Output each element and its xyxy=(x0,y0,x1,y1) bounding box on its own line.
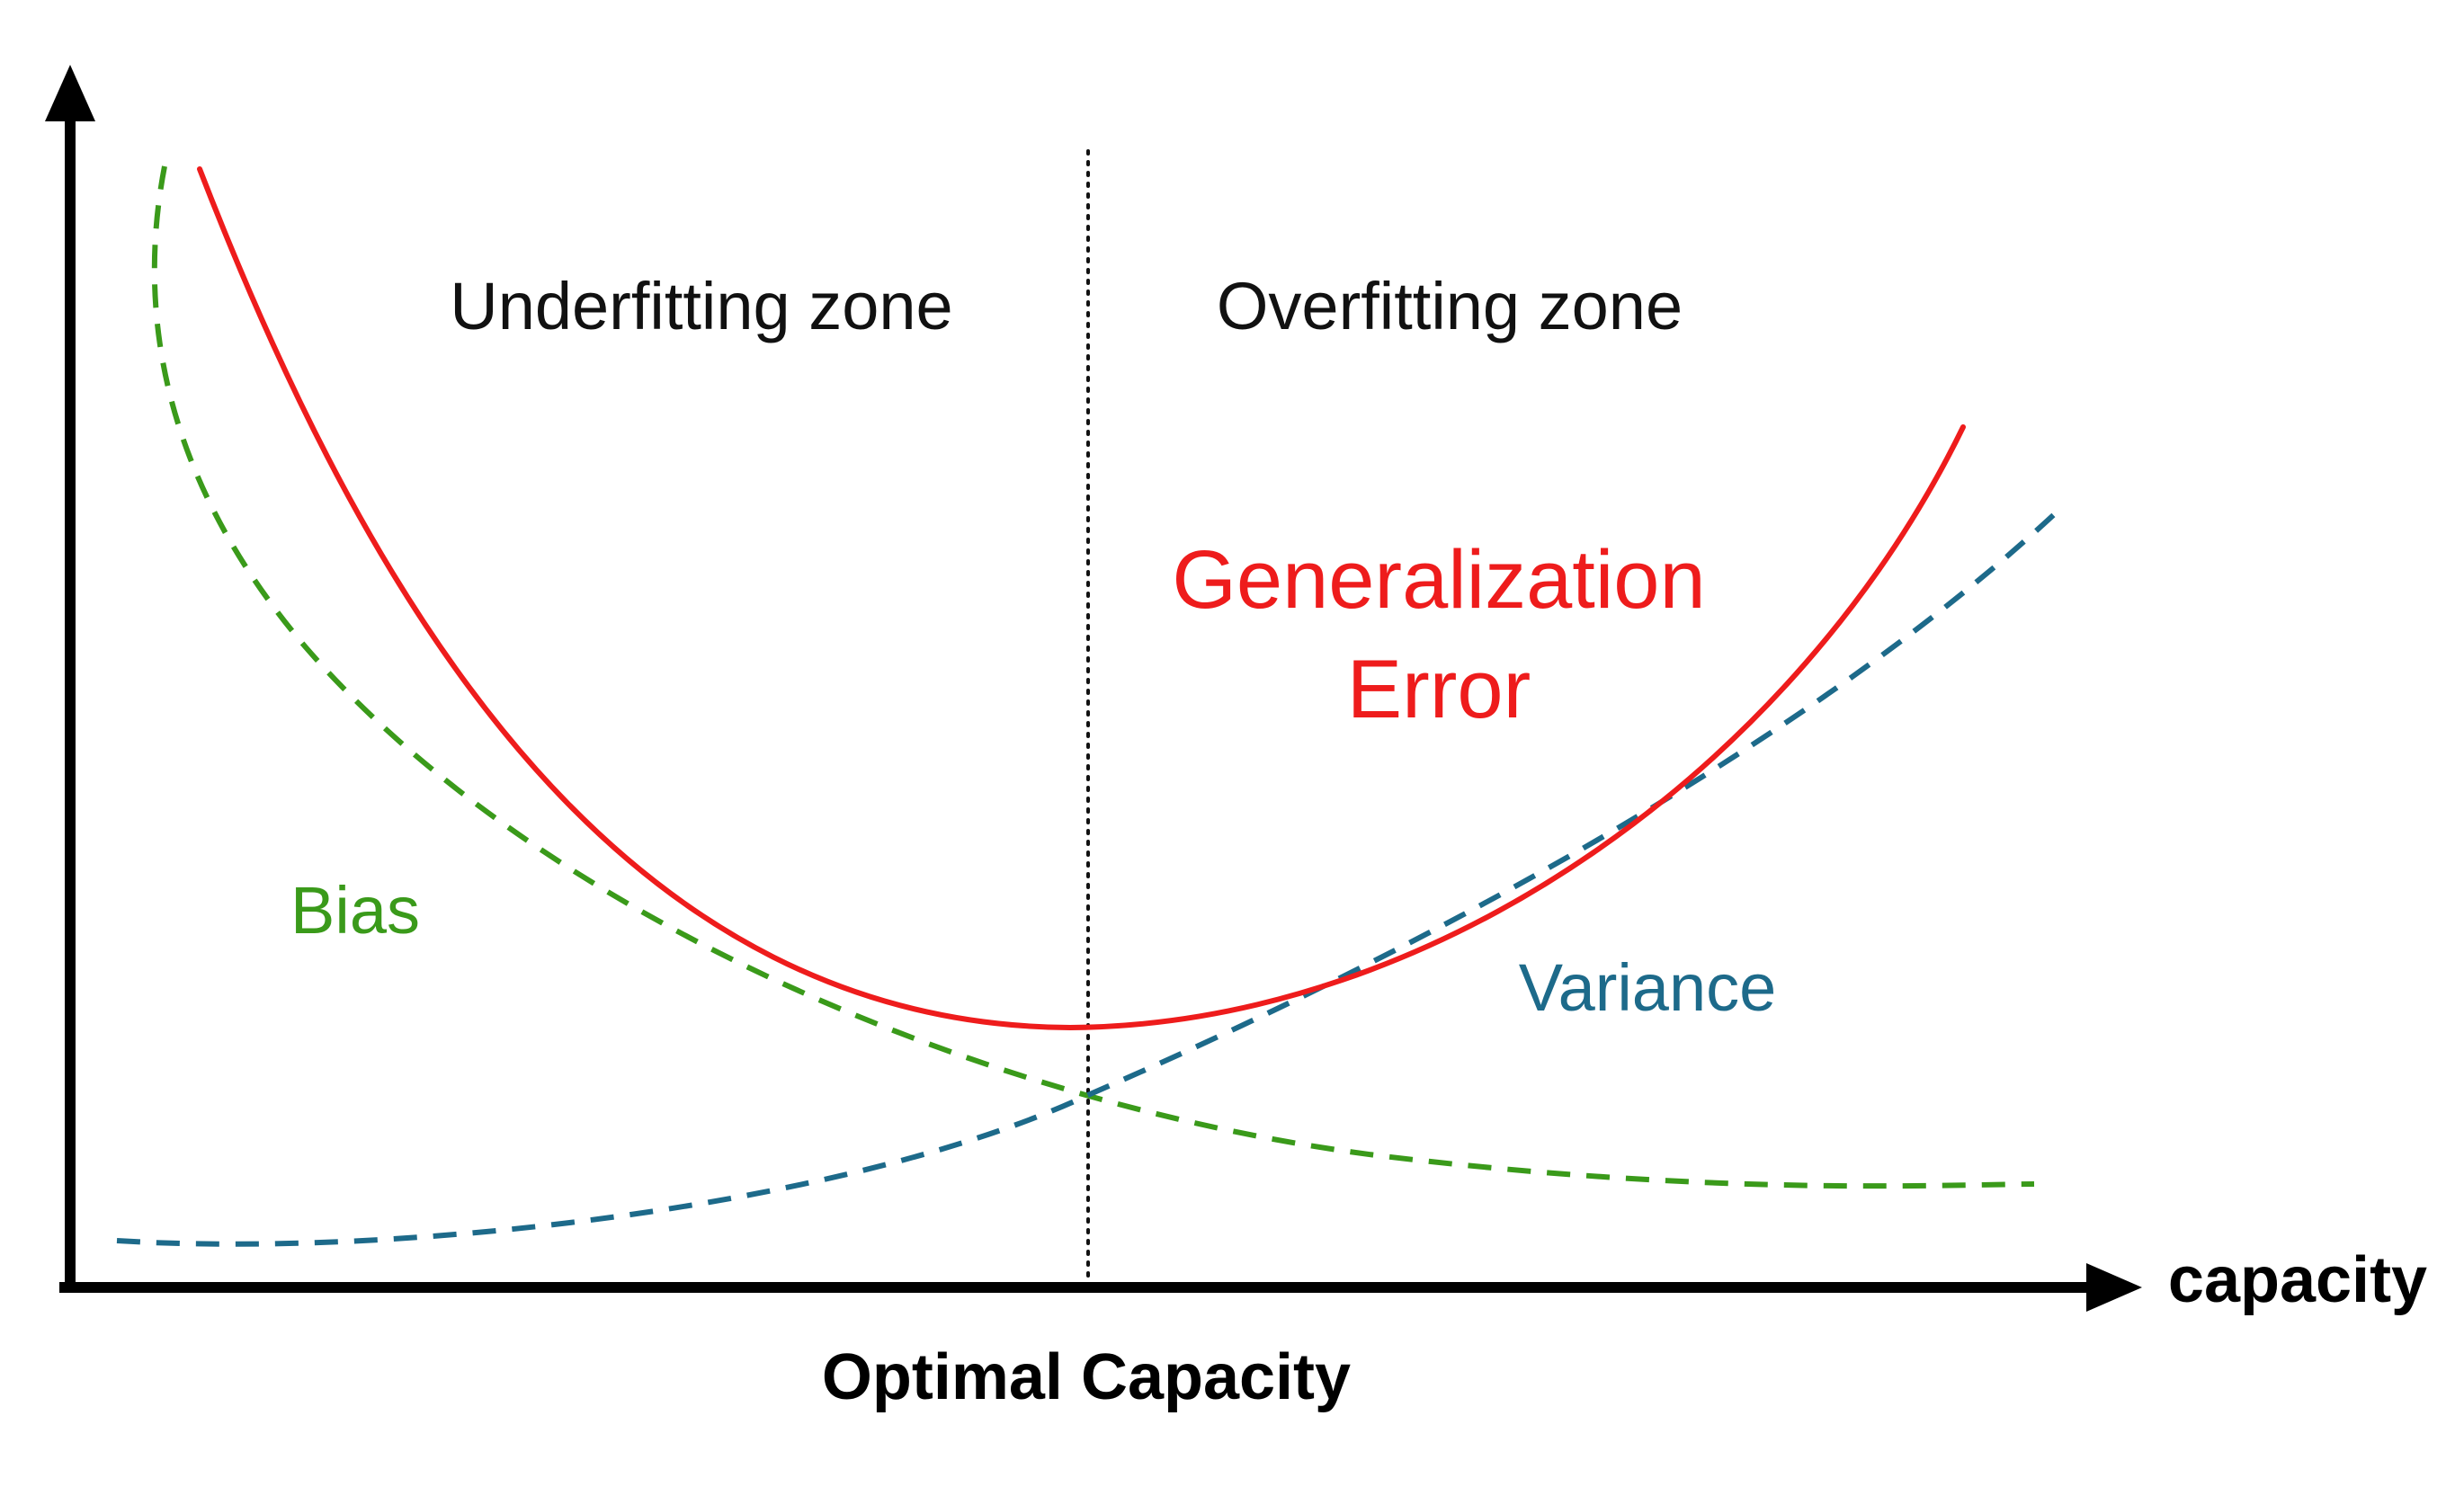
variance-label: Variance xyxy=(1519,950,1777,1025)
x-axis-arrow-icon xyxy=(2086,1263,2142,1312)
overfitting-zone-label: Overfitting zone xyxy=(1217,269,1683,343)
bias-label: Bias xyxy=(290,873,420,948)
optimal-capacity-label: Optimal Capacity xyxy=(822,1341,1351,1413)
underfitting-zone-label: Underfitting zone xyxy=(450,269,952,343)
variance-curve xyxy=(116,505,2064,1247)
generalization-error-label-line1: Generalization xyxy=(1172,534,1705,626)
generalization-error-curve xyxy=(197,166,1966,1031)
y-axis-arrow-icon xyxy=(45,65,95,121)
x-axis-label: capacity xyxy=(2168,1244,2427,1316)
axes xyxy=(45,65,2142,1312)
bias-curve xyxy=(151,165,2035,1189)
generalization-error-label-line2: Error xyxy=(1347,644,1531,735)
